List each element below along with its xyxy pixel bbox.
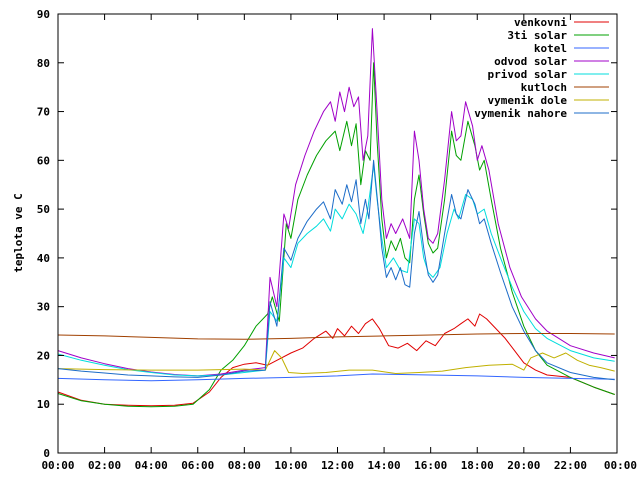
legend-label: vymenik dole (488, 94, 568, 107)
x-tick-label: 00:00 (604, 459, 637, 472)
series-line-1 (57, 313, 615, 407)
y-tick-label: 30 (37, 301, 50, 314)
x-tick-label: 08:00 (228, 459, 261, 472)
x-tick-label: 14:00 (368, 459, 401, 472)
x-tick-label: 22:00 (554, 459, 587, 472)
legend-label: venkovni (514, 16, 567, 29)
series-line-4 (57, 28, 615, 377)
y-tick-label: 70 (37, 106, 50, 119)
x-tick-label: 12:00 (321, 459, 354, 472)
x-tick-label: 00:00 (41, 459, 74, 472)
legend-label: kutloch (521, 81, 567, 94)
y-tick-label: 90 (37, 8, 50, 21)
legend-label: vymenik nahore (474, 107, 567, 120)
legend-label: privod solar (488, 68, 568, 81)
series-line-8 (57, 159, 615, 381)
x-tick-label: 16:00 (414, 459, 447, 472)
series-line-2 (57, 62, 615, 408)
series-line-7 (57, 350, 615, 374)
y-tick-label: 40 (37, 252, 50, 265)
legend-label: 3ti solar (507, 29, 567, 42)
series-layer (57, 28, 615, 408)
x-tick-label: 10:00 (274, 459, 307, 472)
legend-label: odvod solar (494, 55, 567, 68)
y-axis-label: teplota ve C (12, 193, 25, 272)
x-tick-label: 04:00 (135, 459, 168, 472)
legend-label: kotel (534, 42, 567, 55)
x-tick-label: 20:00 (507, 459, 540, 472)
series-line-6 (57, 333, 615, 340)
y-tick-label: 60 (37, 154, 50, 167)
y-tick-label: 10 (37, 398, 50, 411)
x-tick-label: 02:00 (88, 459, 121, 472)
y-tick-label: 0 (43, 447, 50, 460)
x-tick-label: 06:00 (181, 459, 214, 472)
y-tick-label: 50 (37, 203, 50, 216)
x-tick-label: 18:00 (461, 459, 494, 472)
series-line-3 (57, 373, 615, 382)
y-tick-label: 80 (37, 57, 50, 70)
axis-layer: 0 10 20 30 40 50 60 70 80 90 00:00 02:00 04:00 06:00 0… (37, 8, 637, 472)
y-tick-label: 20 (37, 349, 50, 362)
